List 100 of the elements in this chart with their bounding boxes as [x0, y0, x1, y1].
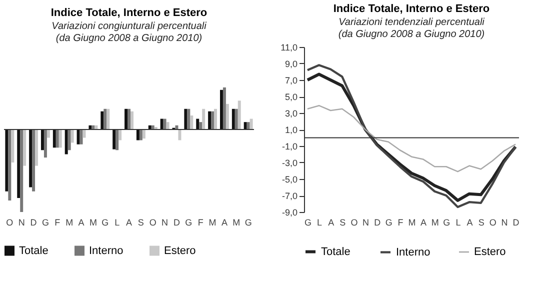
bar	[211, 111, 214, 130]
x-tick-label: S	[138, 218, 144, 228]
bar	[190, 115, 194, 130]
line-series	[306, 104, 516, 172]
x-tick-label: F	[54, 218, 61, 228]
bar	[214, 108, 218, 130]
bar	[104, 108, 107, 130]
y-tick-label: 11,0	[280, 42, 298, 52]
chart-subtitle: Variazioni tendenziali percentuali	[338, 17, 486, 28]
bar	[80, 130, 83, 144]
bar	[76, 130, 80, 144]
x-tick-label: A	[328, 218, 334, 228]
bar	[130, 111, 134, 130]
x-tick-label: M	[66, 218, 74, 228]
x-tick-label: A	[126, 218, 132, 228]
bar	[128, 108, 130, 130]
bar	[234, 108, 238, 130]
x-tick-label: G	[443, 218, 450, 228]
legend-label: Estero	[474, 246, 506, 258]
y-tick-label: 7,0	[284, 76, 298, 86]
x-tick-label: D	[173, 218, 180, 228]
x-tick-label: M	[89, 218, 97, 228]
bar	[68, 130, 71, 150]
x-tick-label: A	[420, 218, 427, 228]
legend-label: Totale	[321, 246, 350, 258]
x-tick-label: M	[408, 218, 416, 228]
legend-label: Totale	[19, 244, 48, 257]
bar	[35, 130, 38, 166]
legend-label: Interno	[89, 244, 124, 257]
bar	[11, 130, 14, 162]
x-tick-label: O	[350, 218, 358, 228]
bar	[116, 130, 119, 150]
x-tick-label: L	[456, 218, 461, 228]
x-tick-label: D	[374, 218, 382, 228]
bar	[178, 130, 182, 140]
bar	[202, 108, 206, 130]
x-tick-label: O	[6, 218, 14, 228]
x-tick-label: N	[162, 218, 168, 228]
bar	[139, 130, 142, 140]
x-tick-label: G	[42, 218, 49, 228]
bar	[5, 130, 8, 192]
x-tick-label: S	[340, 218, 346, 228]
bar	[29, 130, 32, 188]
x-tick-label: A	[221, 218, 228, 228]
bar	[52, 130, 56, 148]
bar	[8, 130, 12, 200]
bar	[226, 104, 229, 130]
text: (da Giugno 2008 a Giugno 2010)	[56, 33, 202, 44]
x-tick-label: G	[102, 218, 109, 228]
bar	[46, 130, 50, 138]
bar	[208, 111, 212, 130]
bar	[124, 108, 128, 130]
y-tick-label: 1,0	[284, 125, 298, 135]
bar	[106, 108, 110, 130]
x-tick-label: F	[398, 218, 404, 228]
y-tick-label: -5,0	[282, 174, 298, 184]
x-tick-label: F	[198, 218, 204, 228]
bar	[232, 108, 235, 130]
chart-title: Indice Totale, Interno e Estero	[50, 7, 208, 19]
x-tick-label: S	[478, 218, 484, 228]
y-tick-label: 9,0	[284, 59, 298, 69]
x-tick-label: A	[466, 218, 473, 228]
x-tick-label: D	[30, 218, 38, 228]
bar	[142, 130, 146, 139]
bar	[40, 130, 44, 150]
bar	[70, 130, 74, 143]
bar	[118, 130, 122, 140]
bar	[184, 108, 188, 130]
x-tick-label: G	[244, 218, 252, 228]
x-tick-label: N	[18, 218, 25, 228]
bar	[246, 122, 250, 130]
y-tick-label: -9,0	[282, 208, 298, 218]
bar	[163, 118, 166, 130]
y-tick-label: -3,0	[282, 158, 298, 168]
bar	[32, 130, 36, 192]
x-tick-label: D	[512, 218, 520, 228]
chart-subtitle: Variazioni congiunturali percentuali	[52, 21, 208, 32]
bar	[100, 111, 104, 130]
x-tick-label: O	[149, 218, 156, 228]
y-tick-label: -7,0	[282, 191, 298, 201]
bar	[220, 90, 223, 130]
bar	[20, 130, 24, 212]
x-tick-label: M	[431, 218, 439, 228]
bar	[136, 130, 140, 140]
x-tick-label: G	[304, 218, 312, 228]
bar	[244, 122, 247, 130]
bar	[56, 130, 59, 148]
bar	[199, 122, 202, 130]
bar	[250, 118, 253, 130]
y-tick-label: 3,0	[284, 108, 298, 118]
x-tick-label: M	[232, 218, 240, 228]
y-tick-label: -1,0	[282, 142, 298, 152]
bar	[196, 118, 200, 130]
bar	[17, 130, 20, 198]
bar	[64, 130, 68, 154]
x-tick-label: L	[317, 218, 322, 228]
bar	[187, 108, 190, 130]
bar	[44, 130, 47, 158]
x-tick-label: A	[78, 218, 84, 228]
bar	[112, 130, 116, 150]
